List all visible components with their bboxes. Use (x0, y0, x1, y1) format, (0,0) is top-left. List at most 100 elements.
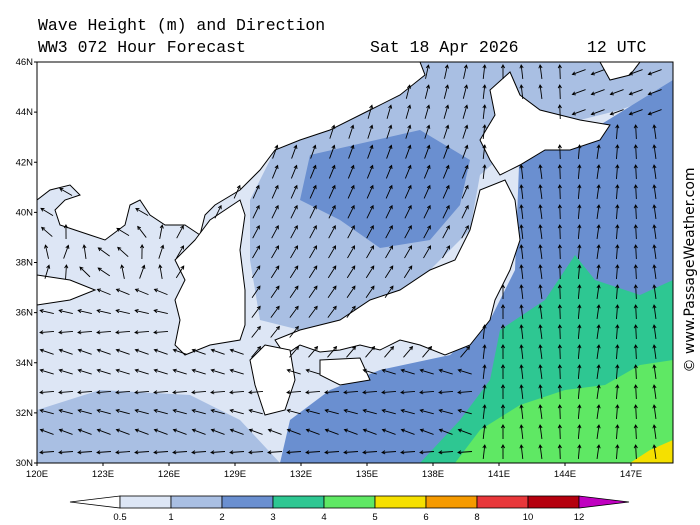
wave-arrow (538, 224, 543, 239)
wave-arrow (457, 450, 473, 455)
wave-arrow (538, 284, 543, 299)
wave-arrow (39, 390, 55, 395)
wave-arrow (596, 384, 601, 399)
wave-arrow (647, 109, 662, 116)
wave-arrow (153, 288, 168, 296)
wave-arrow (324, 428, 339, 435)
lat-label: 30N (16, 458, 34, 469)
wave-arrow (286, 368, 301, 375)
wave-arrow (346, 285, 356, 299)
colorbar-label: 5 (372, 512, 377, 523)
wave-arrow (571, 69, 586, 76)
wave-arrow (63, 224, 69, 240)
lon-label: 144E (554, 469, 576, 480)
colorbar-label: 2 (219, 512, 224, 523)
wave-arrow (251, 345, 262, 358)
model: WW3 072 Hour Forecast (38, 38, 246, 57)
wave-arrow (577, 264, 582, 280)
wave-arrow (652, 264, 657, 279)
wave-arrow (328, 225, 336, 239)
wave-arrow (210, 390, 226, 395)
wave-arrow (577, 444, 582, 460)
wave-arrow (557, 64, 562, 80)
wave-arrow (557, 304, 562, 320)
wave-arrow (367, 104, 374, 119)
wave-arrow (290, 204, 298, 219)
wave-arrow (172, 390, 188, 395)
wave-arrow (557, 164, 562, 180)
colorbar-label: 6 (423, 512, 428, 523)
wave-arrow (210, 428, 225, 435)
wave-arrow (289, 285, 299, 299)
wave-arrow (328, 184, 336, 199)
wave-arrow (366, 225, 374, 239)
wave-arrow (134, 330, 150, 335)
wave-arrow (443, 104, 450, 119)
wave-arrow (385, 225, 393, 239)
wave-arrow (115, 428, 130, 435)
wave-arrow (248, 450, 264, 455)
wave-arrow (577, 304, 582, 320)
colorbar-high (578, 495, 630, 509)
wave-arrow (557, 364, 562, 380)
wave-arrow (271, 225, 279, 239)
colorbar-label: 1 (168, 512, 173, 523)
wave-arrow (309, 164, 317, 179)
wave-arrow (365, 345, 376, 358)
wave-arrow (191, 390, 207, 395)
wave-arrow (462, 124, 469, 139)
wave-arrow (272, 144, 279, 159)
wave-arrow (538, 344, 543, 359)
wave-4-5 (455, 360, 673, 463)
wave-arrow (96, 408, 111, 415)
wave-arrow (346, 305, 356, 318)
ticks: 30N 32N 34N 36N 38N 40N 42N 44N 46N 120E 123E 126E 1… (16, 57, 643, 480)
wave-arrow (58, 330, 74, 335)
wave-arrow (577, 224, 582, 240)
wave-arrow (343, 428, 358, 435)
wave-arrow (362, 368, 377, 375)
wave-arrow (577, 244, 582, 260)
wave-arrow (400, 390, 416, 395)
wave-arrow (400, 450, 416, 455)
wave-arrow (519, 224, 524, 240)
wave-arrow (652, 124, 657, 139)
wave-arrow (647, 69, 662, 76)
wave-arrow (596, 244, 601, 259)
wave-arrow (229, 428, 244, 435)
wave-arrow (400, 428, 415, 435)
wave-arrow (652, 444, 657, 459)
lat-label: 46N (16, 57, 34, 68)
wave-arrow (134, 408, 149, 415)
wave-arrow (438, 450, 454, 455)
wave-arrow (290, 164, 298, 179)
colorbar-segment (374, 495, 427, 509)
wave-arrow (615, 204, 620, 220)
wave-arrow (328, 204, 336, 219)
wave-arrow (557, 224, 562, 240)
lon-label: 123E (92, 469, 114, 480)
lon-label: 129E (224, 469, 246, 480)
wave-arrow (348, 124, 355, 139)
wave-arrow (385, 245, 393, 259)
wave-arrow (115, 330, 131, 335)
wave-arrow (590, 69, 605, 76)
colorbar-segment (527, 495, 580, 509)
wave-arrow (633, 264, 638, 280)
wave-arrow (77, 450, 93, 455)
wave-arrow (271, 245, 279, 259)
wave-arrow (438, 368, 453, 375)
wave-arrow (308, 285, 318, 299)
wave-arrow (405, 144, 412, 159)
wave-arrow (347, 245, 355, 259)
wave-arrow (117, 246, 129, 258)
wave-arrow (267, 428, 282, 435)
wave-arrow (308, 305, 318, 318)
wave-arrow (229, 450, 245, 455)
shandong (37, 274, 97, 306)
wave-arrow (229, 408, 244, 415)
wave-arrow (115, 288, 130, 296)
colorbar-label: 12 (574, 512, 585, 523)
wave-arrow (571, 109, 586, 116)
wave-arrow (647, 89, 662, 96)
